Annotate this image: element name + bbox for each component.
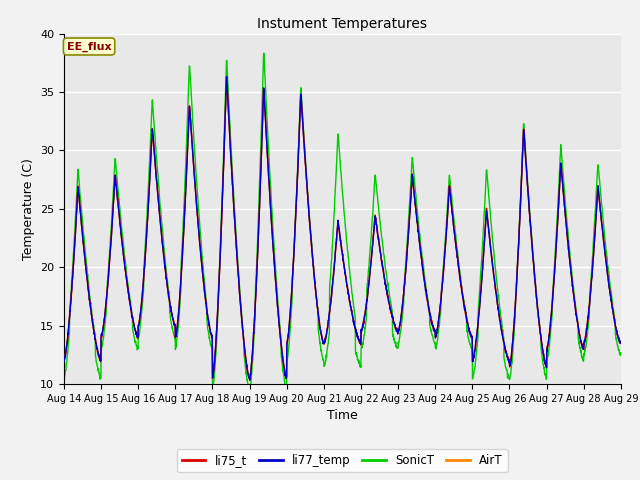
li77_temp <box>223 74 230 80</box>
AirT <box>617 340 625 346</box>
li77_temp <box>60 359 68 364</box>
AirT <box>568 279 576 285</box>
AirT <box>223 74 230 80</box>
AirT <box>60 358 68 363</box>
AirT <box>371 212 379 217</box>
Y-axis label: Temperature (C): Temperature (C) <box>22 158 35 260</box>
Line: SonicT: SonicT <box>64 53 621 391</box>
li77_temp <box>371 213 379 219</box>
SonicT <box>246 388 253 394</box>
li75_t <box>371 214 379 219</box>
Line: li75_t: li75_t <box>64 76 621 379</box>
SonicT <box>584 330 591 336</box>
li75_t <box>568 278 576 284</box>
li75_t <box>505 358 513 363</box>
Text: EE_flux: EE_flux <box>67 41 111 52</box>
SonicT <box>505 374 513 380</box>
li75_t <box>246 376 254 382</box>
li75_t <box>60 357 68 363</box>
li75_t <box>216 274 223 280</box>
SonicT <box>617 352 625 358</box>
SonicT <box>359 342 367 348</box>
Line: li77_temp: li77_temp <box>64 77 621 380</box>
li77_temp <box>617 340 625 346</box>
li77_temp <box>246 377 253 383</box>
Title: Instument Temperatures: Instument Temperatures <box>257 17 428 31</box>
li77_temp <box>359 321 367 327</box>
li75_t <box>223 73 230 79</box>
li75_t <box>584 319 591 324</box>
SonicT <box>568 274 576 279</box>
Legend: li75_t, li77_temp, SonicT, AirT: li75_t, li77_temp, SonicT, AirT <box>177 449 508 472</box>
li77_temp <box>216 274 223 280</box>
li77_temp <box>568 279 576 285</box>
AirT <box>584 317 591 323</box>
AirT <box>359 322 367 328</box>
SonicT <box>60 374 68 380</box>
SonicT <box>371 173 379 179</box>
SonicT <box>216 270 223 276</box>
li77_temp <box>584 319 591 325</box>
AirT <box>209 377 216 383</box>
AirT <box>505 357 513 362</box>
X-axis label: Time: Time <box>327 409 358 422</box>
SonicT <box>260 50 268 56</box>
Line: AirT: AirT <box>64 77 621 380</box>
li75_t <box>359 324 367 329</box>
li77_temp <box>505 357 513 362</box>
AirT <box>216 267 223 273</box>
li75_t <box>617 340 625 346</box>
